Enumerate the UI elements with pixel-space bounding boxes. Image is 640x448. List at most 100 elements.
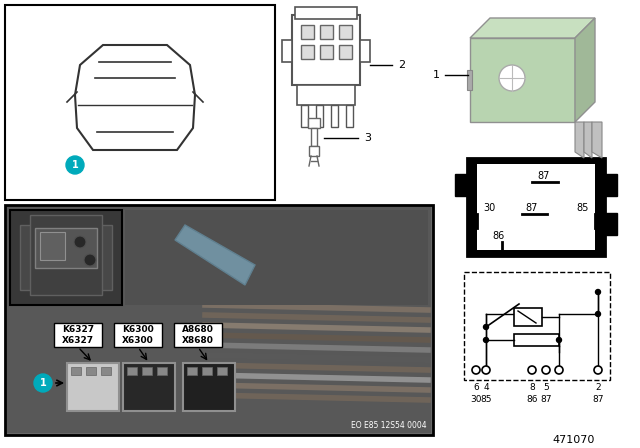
Bar	[464, 272, 610, 380]
Bar	[54, 323, 102, 347]
Bar	[301, 105, 308, 127]
Text: K6327
X6327: K6327 X6327	[62, 325, 94, 345]
Polygon shape	[470, 38, 575, 122]
Bar	[7, 207, 431, 433]
Text: 85: 85	[577, 203, 589, 213]
Bar	[142, 367, 152, 375]
Bar	[202, 367, 212, 375]
Text: 87: 87	[538, 171, 550, 181]
Text: 471070: 471070	[552, 435, 595, 445]
Polygon shape	[75, 45, 195, 150]
Text: 1: 1	[40, 378, 46, 388]
Bar	[331, 105, 338, 127]
Bar	[467, 70, 472, 90]
Text: 5: 5	[543, 383, 549, 392]
Text: 86: 86	[492, 231, 504, 241]
Bar	[311, 128, 317, 146]
Bar	[127, 367, 137, 375]
Bar	[157, 367, 167, 375]
Bar	[339, 25, 352, 39]
Bar	[455, 174, 467, 196]
Bar	[605, 213, 617, 235]
Bar	[297, 85, 355, 105]
Bar	[514, 308, 542, 326]
Text: 87: 87	[526, 203, 538, 213]
Polygon shape	[575, 122, 584, 158]
Text: 30: 30	[483, 203, 495, 213]
Bar	[5, 5, 275, 200]
Circle shape	[84, 254, 96, 266]
Circle shape	[594, 366, 602, 374]
Bar	[10, 210, 122, 305]
Bar	[295, 7, 357, 19]
Circle shape	[66, 156, 84, 174]
Text: 87: 87	[540, 396, 552, 405]
Text: 2: 2	[398, 60, 405, 70]
Circle shape	[499, 65, 525, 91]
Text: 85: 85	[480, 396, 492, 405]
Bar	[292, 15, 360, 85]
Bar	[282, 40, 292, 62]
Bar	[30, 215, 102, 295]
Bar	[71, 367, 81, 375]
Circle shape	[595, 289, 600, 294]
Bar	[320, 45, 333, 59]
Bar	[301, 25, 314, 39]
Circle shape	[34, 374, 52, 392]
Bar	[101, 367, 111, 375]
Polygon shape	[592, 122, 602, 158]
Bar	[125, 210, 428, 305]
Text: 8: 8	[529, 383, 535, 392]
Circle shape	[74, 236, 86, 248]
Circle shape	[483, 337, 488, 343]
Polygon shape	[584, 122, 592, 158]
Bar	[114, 323, 162, 347]
Bar	[320, 25, 333, 39]
Circle shape	[528, 366, 536, 374]
Polygon shape	[175, 225, 255, 285]
Bar	[339, 45, 352, 59]
Text: 86: 86	[526, 396, 538, 405]
Circle shape	[482, 366, 490, 374]
Circle shape	[472, 366, 480, 374]
Bar	[40, 232, 65, 260]
Bar	[301, 45, 314, 59]
Bar	[67, 363, 119, 411]
Text: 87: 87	[592, 396, 604, 405]
Text: 30: 30	[470, 396, 482, 405]
Text: A8680
X8680: A8680 X8680	[182, 325, 214, 345]
Bar	[183, 363, 235, 411]
Bar	[123, 363, 175, 411]
Bar	[174, 323, 222, 347]
Bar	[5, 205, 433, 435]
Bar	[308, 118, 320, 128]
Bar	[309, 146, 319, 156]
Bar	[20, 225, 112, 290]
Bar	[360, 40, 370, 62]
Text: 4: 4	[483, 383, 489, 392]
Circle shape	[483, 324, 488, 329]
Text: 3: 3	[364, 133, 371, 143]
Text: EO E85 12S54 0004: EO E85 12S54 0004	[351, 421, 427, 430]
Circle shape	[557, 337, 561, 343]
Bar	[316, 105, 323, 127]
Text: 2: 2	[595, 383, 601, 392]
Polygon shape	[575, 18, 595, 122]
Bar	[605, 174, 617, 196]
Bar	[86, 367, 96, 375]
Circle shape	[542, 366, 550, 374]
Circle shape	[555, 366, 563, 374]
Bar	[187, 367, 197, 375]
Text: 6: 6	[473, 383, 479, 392]
Text: 1: 1	[433, 70, 440, 80]
Text: 1: 1	[72, 160, 78, 170]
Bar	[35, 228, 97, 268]
Bar	[514, 334, 559, 346]
Bar	[467, 158, 605, 256]
Bar	[477, 164, 595, 250]
Polygon shape	[470, 18, 595, 38]
Bar	[346, 105, 353, 127]
Bar	[217, 367, 227, 375]
Text: K6300
X6300: K6300 X6300	[122, 325, 154, 345]
Circle shape	[595, 311, 600, 316]
